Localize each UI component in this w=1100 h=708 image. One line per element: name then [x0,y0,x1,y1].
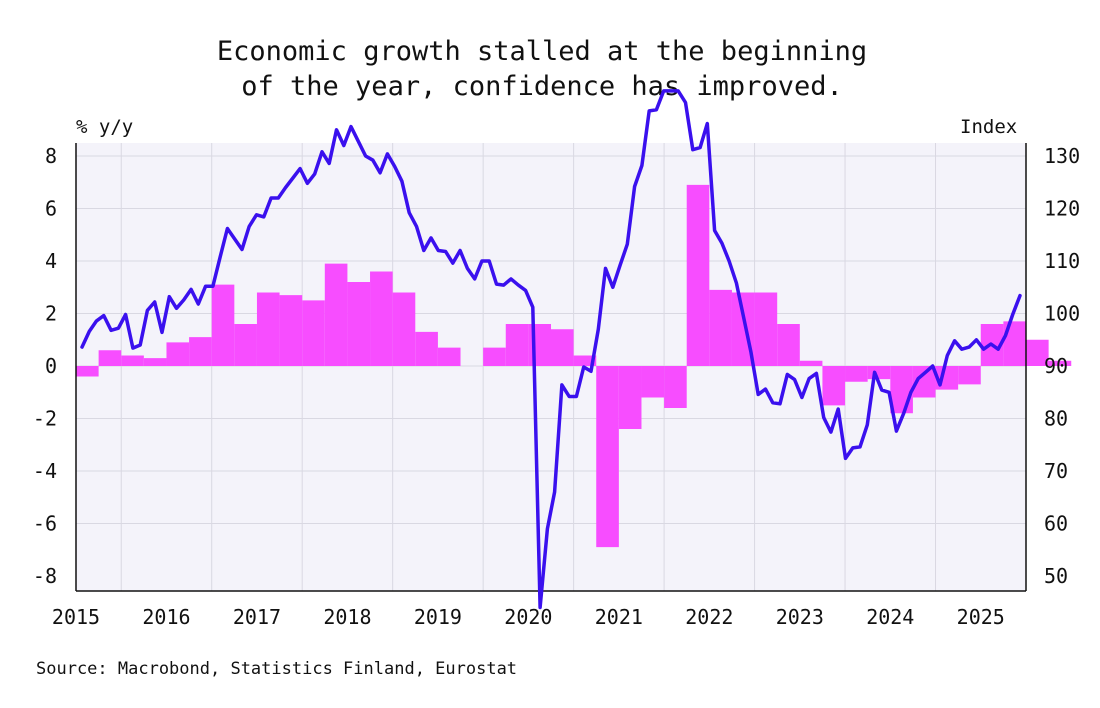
left-tick-label: 2 [45,302,57,326]
gdp-bar [551,329,574,366]
gdp-bar [664,366,687,408]
gdp-bar [437,347,461,366]
right-tick-label: 70 [1044,459,1068,483]
right-tick-label: 60 [1044,512,1068,536]
confidence-line [80,89,1022,610]
gdp-bar [867,366,891,380]
gdp-bar [143,358,167,366]
x-tick-label-2017: 2017 [233,605,281,629]
gdp-bar [573,355,597,366]
x-tick-label-2023: 2023 [776,605,824,629]
gdp-bar [1003,321,1026,366]
x-tick-label-2019: 2019 [414,605,462,629]
right-tick-label: 100 [1044,302,1080,326]
left-tick-label: -2 [33,407,57,431]
gdp-bar [754,292,778,366]
gdp-bar [799,360,823,366]
left-tick-label: 0 [45,354,57,378]
left-axis-unit-label: % y/y [76,116,134,138]
chart-title-line-1: Economic growth stalled at the beginning [216,36,868,67]
tick-labels: 8 130 6 120 4 110 2 100 0 90 -2 80 -4 70 -6 60 -8 50 2015 2… [33,144,1080,629]
gdp-bar [370,271,393,366]
gdp-bar [596,366,619,548]
left-tick-label: 6 [45,197,57,221]
gdp-bar [505,324,529,366]
gdp-bar [324,263,348,366]
gdp-bar [1048,360,1072,366]
chart-title: Economic growth stalled at the beginning… [0,34,1084,104]
gdp-bar [98,350,122,366]
x-tick-label-2015: 2015 [52,605,100,629]
right-tick-label: 120 [1044,197,1080,221]
x-tick-label-2018: 2018 [323,605,371,629]
gdp-bar [777,324,800,366]
right-tick-label: 90 [1044,354,1068,378]
gdp-bar [302,300,325,366]
left-tick-label: 8 [45,144,57,168]
gdp-bar [256,292,280,366]
gdp-bar [76,366,99,377]
left-tick-label: 4 [45,249,57,273]
gdp-bar [822,366,846,406]
x-tick-label-2024: 2024 [866,605,914,629]
gdp-bar [845,366,868,382]
gdp-bar [211,284,235,366]
gdp-bar [279,295,303,366]
right-tick-label: 80 [1044,407,1068,431]
right-tick-label: 130 [1044,144,1080,168]
gdp-bar [392,292,416,366]
gdp-bar [121,355,144,366]
gdp-bar [912,366,936,398]
left-tick-label: -4 [33,459,57,483]
chart-title-line-2: of the year, confidence has improved. [241,71,843,102]
gdp-bar [189,337,212,366]
confidence-line-series [80,89,1022,610]
right-tick-label: 110 [1044,249,1080,273]
gdp-bar [709,289,732,366]
x-tick-label-2022: 2022 [685,605,733,629]
gdp-bar [641,366,665,398]
gdp-bar [890,366,913,414]
source-note: Source: Macrobond, Statistics Finland, E… [36,659,518,679]
axes [75,143,1027,592]
gdp-bar-series [76,184,1072,548]
right-axis-unit-label: Index [960,116,1018,138]
gdp-bar [234,324,257,366]
gdp-bar [686,184,710,366]
gdp-bar [415,331,438,366]
gdp-bar [1026,339,1049,366]
gdp-bar [166,342,190,366]
gdp-bar [347,282,371,366]
x-tick-label-2021: 2021 [595,605,643,629]
x-tick-label-2020: 2020 [504,605,552,629]
left-tick-label: -8 [33,564,57,588]
gdp-bar [618,366,642,429]
gdp-bar [483,347,506,366]
gdp-bar [958,366,981,385]
x-tick-label-2025: 2025 [957,605,1005,629]
right-tick-label: 50 [1044,564,1068,588]
left-tick-label: -6 [33,512,57,536]
x-tick-label-2016: 2016 [142,605,190,629]
